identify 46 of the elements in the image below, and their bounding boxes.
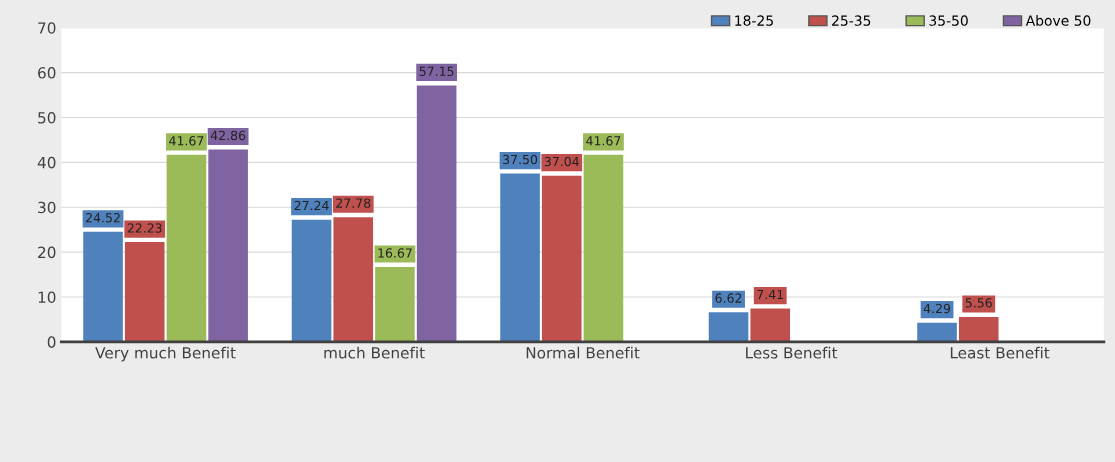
y-tick-label: 10 bbox=[38, 291, 56, 304]
data-label: 27.24 bbox=[294, 200, 329, 211]
x-tick-label: Least Benefit bbox=[950, 346, 1050, 359]
bar bbox=[83, 231, 123, 342]
data-label: 41.67 bbox=[586, 136, 621, 146]
legend-label: 25-35 bbox=[832, 15, 871, 26]
data-label: 4.29 bbox=[923, 303, 951, 314]
data-label: 27.78 bbox=[336, 198, 371, 208]
data-label: 6.62 bbox=[715, 293, 742, 303]
bar bbox=[958, 316, 999, 342]
legend-label: 18-25 bbox=[735, 15, 773, 26]
bar bbox=[208, 149, 248, 342]
bar bbox=[500, 173, 540, 342]
legend-label: 35-50 bbox=[929, 15, 968, 26]
legend-label: Above 50 bbox=[1025, 15, 1091, 26]
data-label: 37.50 bbox=[503, 154, 538, 165]
y-tick-label: 30 bbox=[38, 201, 56, 214]
data-label: 5.56 bbox=[965, 298, 992, 308]
y-tick-label: 40 bbox=[37, 156, 56, 169]
x-tick-label: Normal Benefit bbox=[526, 346, 640, 359]
bar bbox=[583, 154, 624, 342]
data-label: 41.67 bbox=[169, 136, 204, 146]
bar bbox=[166, 154, 207, 342]
bar bbox=[124, 242, 165, 342]
y-tick-label: 70 bbox=[38, 22, 56, 34]
y-tick-label: 20 bbox=[38, 246, 56, 259]
data-label: 37.04 bbox=[544, 156, 579, 167]
y-tick-label: 60 bbox=[38, 67, 56, 79]
x-tick-label: much Benefit bbox=[324, 346, 425, 359]
bar bbox=[708, 312, 749, 342]
data-label: 57.15 bbox=[419, 66, 454, 77]
y-tick-label: 50 bbox=[38, 111, 56, 124]
data-label: 24.52 bbox=[86, 213, 120, 223]
data-label: 7.41 bbox=[757, 289, 783, 300]
data-label: 16.67 bbox=[378, 248, 412, 258]
bar bbox=[333, 217, 374, 342]
x-tick-label: Very much Benefit bbox=[95, 346, 236, 362]
y-tick-label: 0 bbox=[47, 336, 56, 348]
bar bbox=[291, 219, 332, 342]
bar bbox=[541, 175, 582, 342]
x-tick-label: Less Benefit bbox=[746, 346, 838, 359]
data-label: 42.86 bbox=[210, 130, 246, 141]
bar bbox=[375, 267, 415, 342]
bar bbox=[416, 85, 457, 342]
data-label: 22.23 bbox=[127, 223, 162, 233]
bar bbox=[750, 308, 791, 342]
